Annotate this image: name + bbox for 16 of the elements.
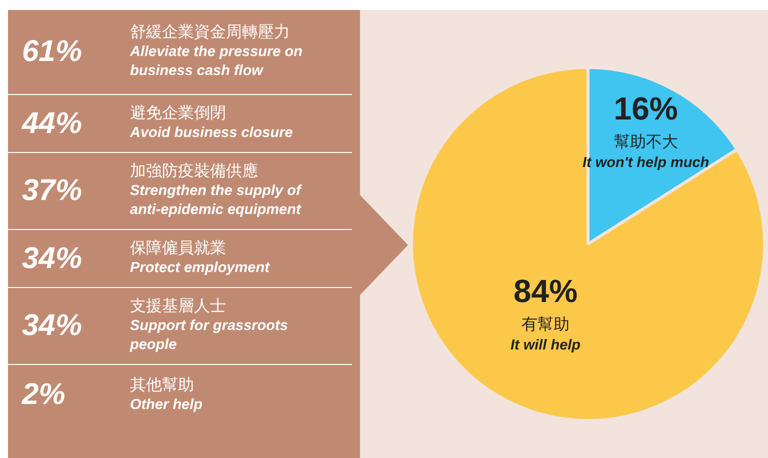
data-label: 16% bbox=[614, 90, 678, 127]
data-label: 2% bbox=[20, 378, 66, 412]
category-label: 保障僱員就業 Protect employment bbox=[130, 239, 271, 278]
category-label: 舒緩企業資金周轉壓力 Alleviate the pressure on business cash flow bbox=[130, 23, 304, 81]
category-label: 加強防疫裝備供應 Strengthen the supply of anti-epidemic equipment bbox=[130, 162, 303, 220]
category-label: 其他幫助 Other help bbox=[130, 376, 204, 414]
data-label: 34% bbox=[21, 242, 84, 276]
slice-label: 有幫助 It will help bbox=[510, 314, 581, 354]
slice-label: 幫助不大 It won't help much bbox=[582, 132, 710, 171]
data-label: 37% bbox=[21, 174, 84, 208]
data-label: 34% bbox=[21, 309, 84, 343]
data-label: 84% bbox=[513, 273, 578, 310]
data-label: 44% bbox=[20, 106, 84, 140]
category-label: 支援基層人士 Support for grassroots people bbox=[130, 297, 289, 355]
data-label: 61% bbox=[21, 35, 84, 69]
category-label: 避免企業倒閉 Avoid business closure bbox=[130, 104, 294, 143]
